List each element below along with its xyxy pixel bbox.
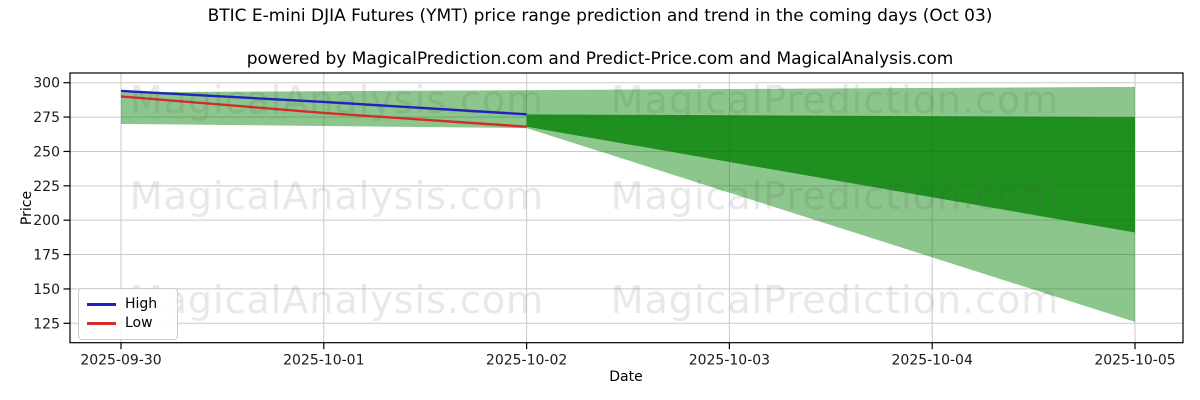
legend-label-low: Low bbox=[125, 315, 153, 331]
high-line-swatch bbox=[87, 303, 116, 306]
y-tick-label: 275 bbox=[33, 110, 60, 126]
legend-label-high: High bbox=[125, 296, 158, 312]
inner-range-band bbox=[526, 114, 1135, 233]
x-tick-label: 2025-10-04 bbox=[892, 353, 973, 369]
legend-item-high: High bbox=[87, 295, 169, 314]
x-axis-label: Date bbox=[609, 369, 643, 385]
low-line-swatch bbox=[87, 322, 116, 325]
y-tick-label: 175 bbox=[33, 248, 60, 264]
y-tick-label: 250 bbox=[33, 144, 60, 160]
y-axis-label: Price bbox=[19, 190, 35, 226]
chart-title: BTIC E-mini DJIA Futures (YMT) price ran… bbox=[207, 6, 993, 26]
plot-border bbox=[69, 72, 1184, 344]
legend-item-low: Low bbox=[87, 314, 169, 333]
high-line bbox=[120, 89, 527, 116]
chart-subtitle: powered by MagicalPrediction.com and Pre… bbox=[246, 49, 954, 69]
low-line bbox=[120, 95, 527, 128]
x-tick-label: 2025-10-01 bbox=[283, 353, 364, 369]
x-tick-label: 2025-10-03 bbox=[689, 353, 770, 369]
x-tick-label: 2025-09-30 bbox=[80, 353, 161, 369]
y-tick-label: 200 bbox=[33, 213, 60, 229]
legend: High Low bbox=[78, 288, 178, 340]
y-tick-label: 225 bbox=[33, 179, 60, 195]
x-tick-label: 2025-10-02 bbox=[486, 353, 567, 369]
y-tick-label: 125 bbox=[33, 316, 60, 332]
y-tick-label: 300 bbox=[33, 76, 60, 92]
x-tick-label: 2025-10-05 bbox=[1094, 353, 1175, 369]
y-tick-label: 150 bbox=[33, 282, 60, 298]
